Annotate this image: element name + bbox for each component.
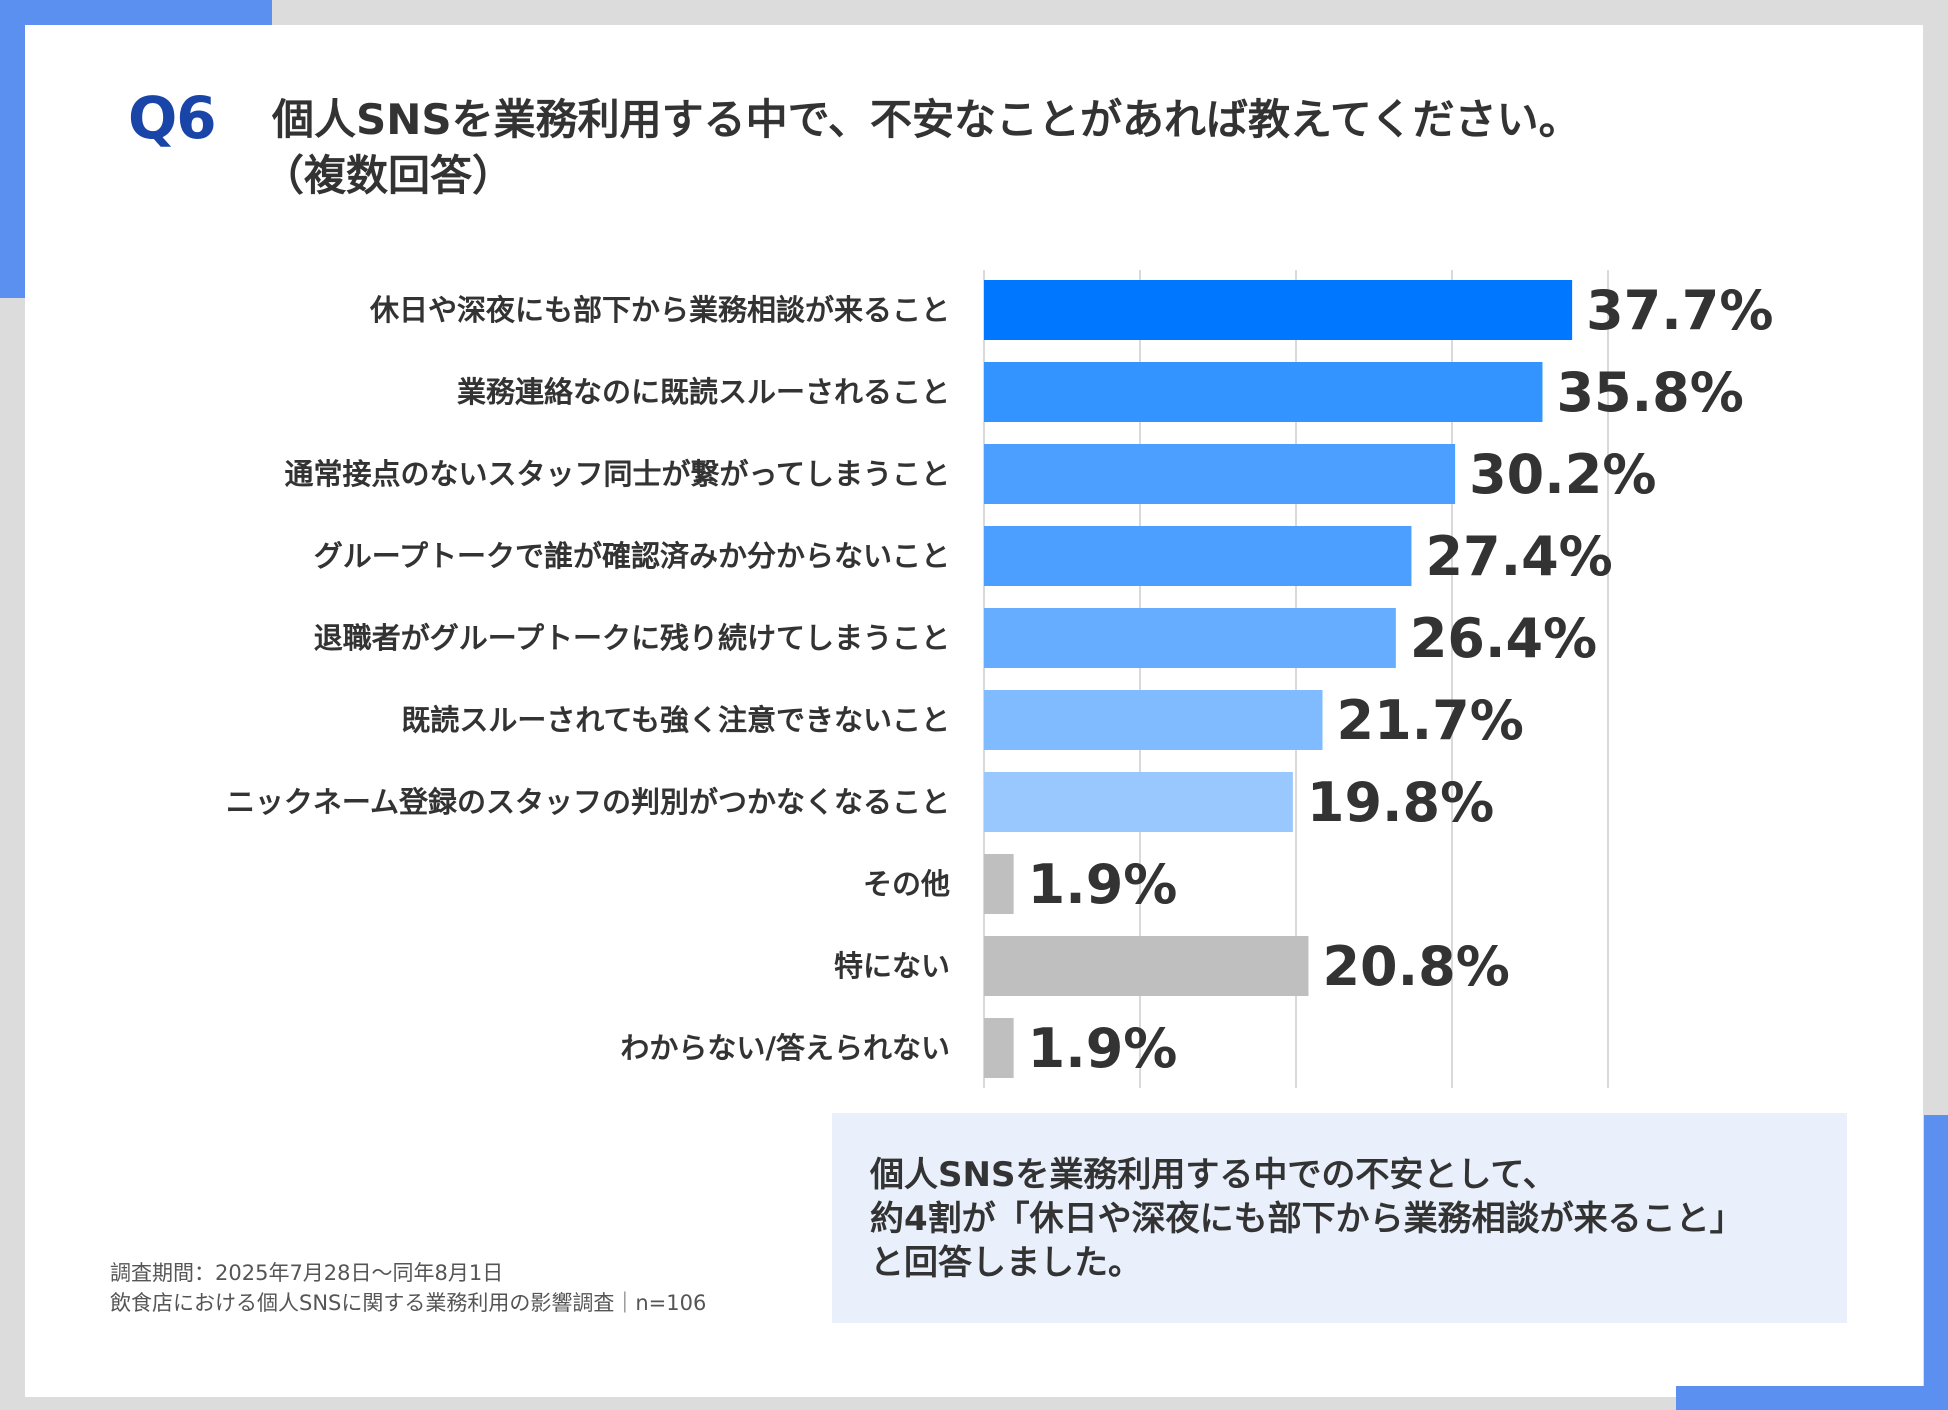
corner-accent-bottom-right-vertical: [1924, 1115, 1948, 1410]
value-label: 20.8%: [1322, 935, 1509, 998]
value-label: 19.8%: [1307, 771, 1494, 834]
bar: [984, 280, 1573, 340]
bar: [984, 608, 1396, 668]
category-label: ニックネーム登録のスタッフの判別がつかなくなること: [226, 785, 950, 819]
category-label: 退職者がグループトークに残り続けてしまうこと: [314, 621, 950, 655]
summary-line-1: 個人SNSを業務利用する中での不安として、: [870, 1155, 1557, 1195]
footnote: 調査期間：2025年7月28日～同年8月1日 飲食店における個人SNSに関する業…: [110, 1258, 706, 1318]
corner-accent-top-left-horizontal: [0, 0, 272, 25]
category-label: 特にない: [834, 949, 950, 983]
category-label: 業務連絡なのに既読スルーされること: [457, 375, 950, 409]
value-label: 30.2%: [1469, 443, 1656, 506]
corner-accent-bottom-right-horizontal: [1676, 1386, 1948, 1410]
summary-line-3: と回答しました。: [870, 1243, 1142, 1283]
summary-line-2: 約4割が「休日や深夜にも部下から業務相談が来ること」: [870, 1199, 1744, 1239]
bar: [984, 854, 1014, 914]
question-text: 個人SNSを業務利用する中で、不安なことがあれば教えてください。: [272, 95, 1581, 144]
category-label: その他: [863, 867, 950, 901]
bar: [984, 936, 1309, 996]
question-number: Q6: [128, 84, 217, 152]
bar-chart: 休日や深夜にも部下から業務相談が来ること 37.7% 業務連絡なのに既読スルーされる…: [226, 270, 1773, 1088]
bar: [984, 772, 1293, 832]
corner-accent-top-left-vertical: [0, 0, 25, 298]
category-label: 既読スルーされても強く注意できないこと: [401, 703, 950, 737]
bar: [984, 526, 1412, 586]
bar: [984, 362, 1543, 422]
question-note: （複数回答）: [262, 151, 515, 200]
value-label: 35.8%: [1556, 361, 1743, 424]
category-label: わからない/答えられない: [620, 1031, 950, 1065]
category-label: グループトークで誰が確認済みか分からないこと: [314, 539, 950, 573]
value-label: 26.4%: [1410, 607, 1597, 670]
value-label: 1.9%: [1028, 1017, 1178, 1080]
value-label: 1.9%: [1028, 853, 1178, 916]
survey-name: 飲食店における個人SNSに関する業務利用の影響調査｜n=106: [110, 1291, 707, 1315]
bar: [984, 444, 1456, 504]
value-label: 27.4%: [1425, 525, 1612, 588]
summary-box: 個人SNSを業務利用する中での不安として、 約4割が「休日や深夜にも部下から業務…: [832, 1113, 1847, 1323]
category-label: 休日や深夜にも部下から業務相談が来ること: [369, 293, 950, 327]
value-label: 37.7%: [1586, 279, 1773, 342]
category-label: 通常接点のないスタッフ同士が繋がってしまうこと: [284, 457, 950, 491]
question-title: 個人SNSを業務利用する中で、不安なことがあれば教えてください。 （複数回答）: [262, 92, 1772, 204]
survey-period: 調査期間：2025年7月28日～同年8月1日: [110, 1261, 504, 1285]
value-label: 21.7%: [1337, 689, 1524, 752]
bar: [984, 1018, 1014, 1078]
bar: [984, 690, 1323, 750]
